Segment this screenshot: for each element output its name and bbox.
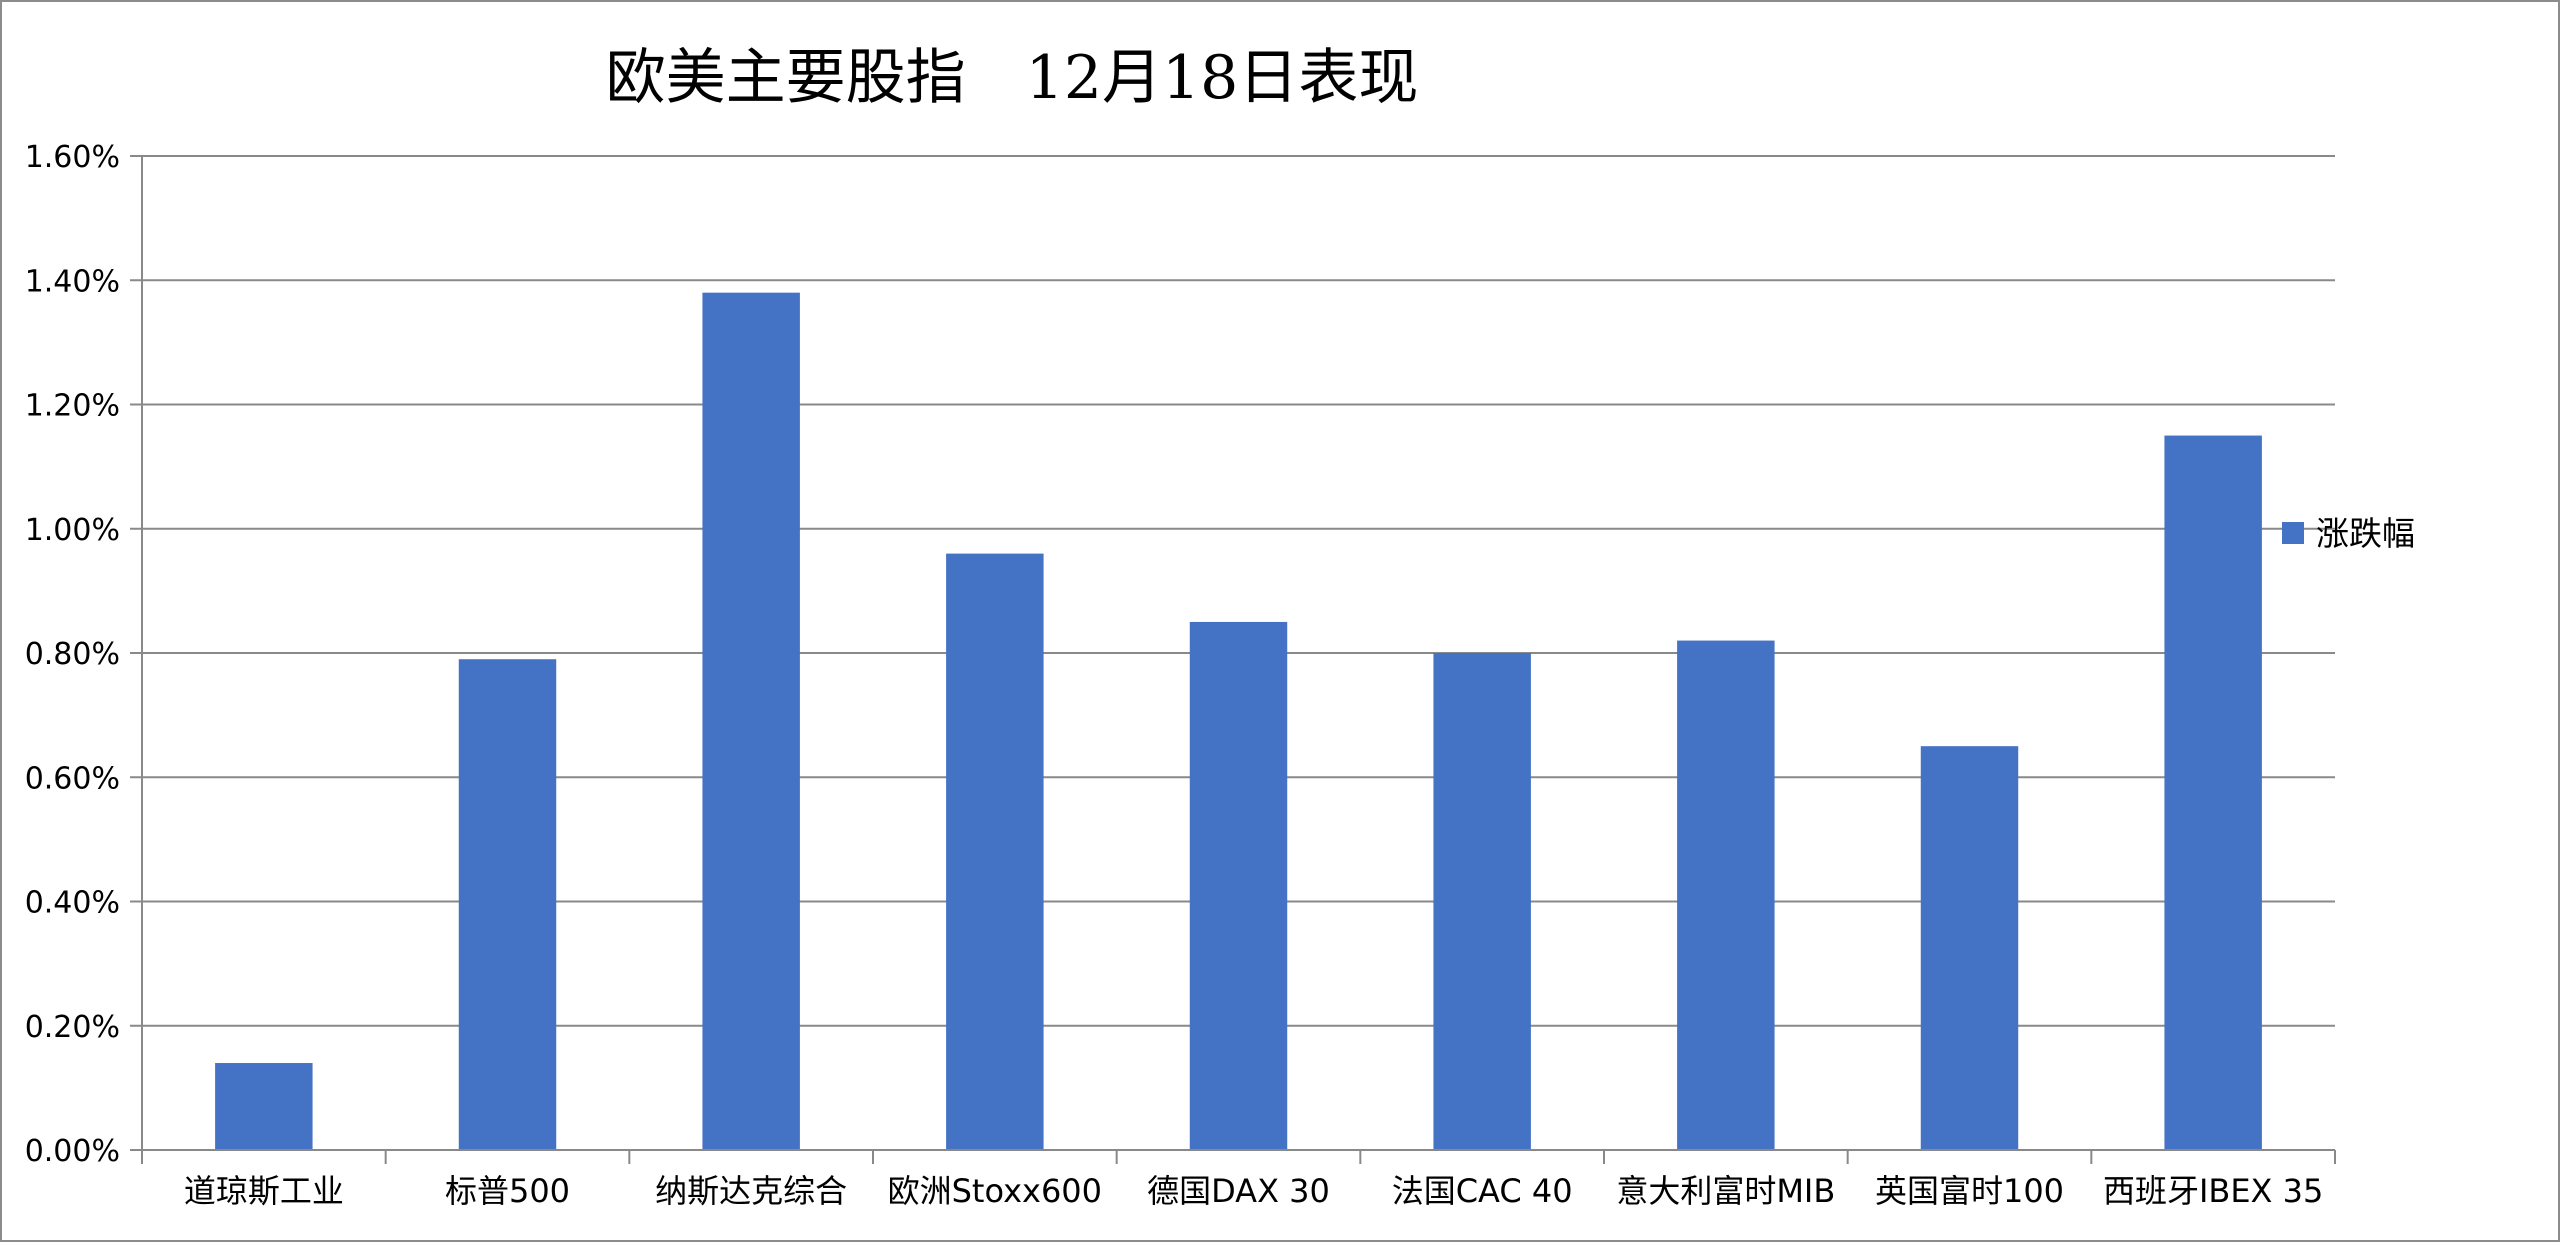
legend-swatch bbox=[2282, 522, 2304, 544]
x-tick-label: 纳斯达克综合 bbox=[655, 1172, 847, 1210]
x-axis-labels: 道琼斯工业 标普500 纳斯达克综合 欧洲Stoxx600 德国DAX 30 法国CAC … bbox=[184, 1172, 2324, 1210]
bar bbox=[2164, 435, 2262, 1150]
y-tick-label: 0.40% bbox=[25, 886, 120, 921]
y-tick-label: 1.20% bbox=[25, 389, 120, 424]
x-tick-label: 标普500 bbox=[445, 1172, 570, 1210]
x-tick-label: 道琼斯工业 bbox=[184, 1172, 344, 1210]
y-tick-label: 1.60% bbox=[25, 140, 120, 175]
y-tick-label: 0.80% bbox=[25, 637, 120, 672]
x-tick-label: 西班牙IBEX 35 bbox=[2103, 1172, 2323, 1210]
x-tick-label: 法国CAC 40 bbox=[1392, 1172, 1573, 1210]
x-tick-label: 意大利富时MIB bbox=[1616, 1172, 1835, 1210]
bar bbox=[1677, 640, 1775, 1150]
bar bbox=[1920, 746, 2019, 1150]
legend-label: 涨跌幅 bbox=[2316, 514, 2415, 553]
y-tick-label: 0.60% bbox=[25, 761, 120, 796]
chart-title: 欧美主要股指 12月18日表现 bbox=[606, 43, 1419, 113]
y-tick-label: 0.00% bbox=[25, 1134, 120, 1169]
bar bbox=[702, 292, 800, 1150]
x-axis bbox=[130, 155, 2336, 1164]
x-tick-label: 德国DAX 30 bbox=[1147, 1172, 1330, 1210]
bar bbox=[1433, 653, 1531, 1150]
x-tick-label: 欧洲Stoxx600 bbox=[888, 1172, 1102, 1210]
y-axis-ticks: 0.00% 0.20% 0.40% 0.60% 0.80% 1.00% 1.20% 1.40%… bbox=[25, 140, 120, 1169]
x-tick-label: 英国富时100 bbox=[1875, 1172, 2064, 1210]
bar bbox=[946, 553, 1044, 1150]
y-tick-label: 1.40% bbox=[25, 264, 120, 299]
legend: 涨跌幅 bbox=[2282, 514, 2415, 553]
bar bbox=[1189, 621, 1288, 1150]
bars bbox=[215, 292, 2262, 1150]
y-tick-label: 0.20% bbox=[25, 1010, 120, 1045]
bar bbox=[458, 659, 557, 1150]
y-tick-label: 1.00% bbox=[25, 513, 120, 548]
bar bbox=[215, 1063, 313, 1150]
